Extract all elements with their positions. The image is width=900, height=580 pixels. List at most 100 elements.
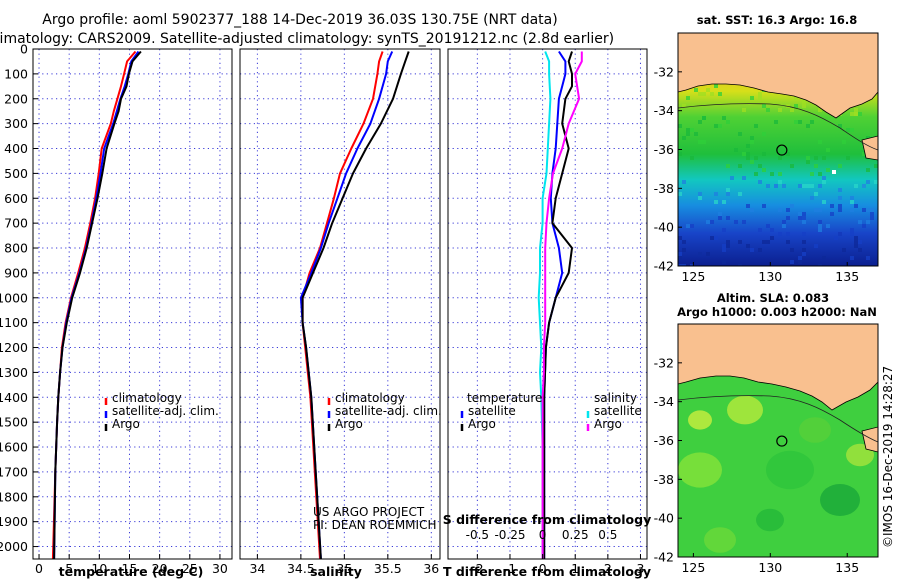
sla-anomalies [678, 395, 874, 553]
depth-tick-label: 1600 [0, 440, 28, 455]
sst-pixel [818, 140, 822, 144]
legend-t-argo-label: Argo [468, 417, 496, 431]
sst-pixel [830, 204, 834, 208]
salinity-frame [239, 48, 441, 560]
sst-pixel [690, 128, 694, 132]
sst-pixel [854, 184, 858, 188]
x-tick-label: 25 [182, 561, 198, 576]
sst-pixel [714, 124, 718, 128]
s-difference-label: S difference from climatology [443, 512, 652, 527]
sst-pixel [798, 216, 802, 220]
lat-tick-label: -38 [654, 181, 674, 196]
depth-tick-label: 1100 [0, 315, 28, 330]
sst-pixel [762, 240, 766, 244]
sst-pixel [874, 180, 878, 184]
sst-pixel [826, 168, 830, 172]
float-position-marker [776, 435, 788, 447]
sst-pixel [706, 88, 710, 92]
sst-pixel [846, 128, 850, 132]
sst-pixel [850, 232, 854, 236]
sst-pixel [838, 164, 842, 168]
sst-pixel [706, 220, 710, 224]
island-land [861, 426, 878, 453]
sst-pixel [718, 216, 722, 220]
series-line-argo [543, 51, 573, 559]
lon-tick-label: 135 [835, 560, 859, 575]
sst-map-title: sat. SST: 16.3 Argo: 16.8 [697, 13, 857, 27]
sst-pixel [858, 248, 862, 252]
sst-pixel [682, 104, 686, 108]
sst-pixel [686, 128, 690, 132]
sst-pixel [786, 152, 790, 156]
sst-pixel [742, 176, 746, 180]
sst-pixel [822, 200, 826, 204]
sst-pixel [758, 96, 762, 100]
legend-temperature-title: temperature [467, 391, 542, 405]
sst-pixel [726, 188, 730, 192]
sst-pixel [782, 220, 786, 224]
sst-pixel [806, 124, 810, 128]
s-tick-label: 0.25 [562, 528, 589, 542]
sst-pixel [790, 164, 794, 168]
sst-pixel [798, 256, 802, 260]
sst-pixel [810, 196, 814, 200]
x-tick-label: 10 [91, 561, 107, 576]
legend-s-satellite-label: satellite [594, 404, 642, 418]
missing-data-cell [832, 170, 836, 174]
sst-pixel [838, 204, 842, 208]
depth-tick-label: 600 [4, 191, 28, 206]
legend-argo-label: Argo [335, 417, 363, 431]
sst-lon-tick-labels: 125 130 135 [681, 262, 859, 284]
sst-pixel [866, 220, 870, 224]
series-line-argo [53, 50, 142, 560]
lat-tick-label: -40 [654, 220, 674, 235]
sst-pixel [866, 168, 870, 172]
sst-pixel [802, 248, 806, 252]
sst-pixel [774, 120, 778, 124]
sst-pixel [722, 200, 726, 204]
lat-tick-label: -32 [654, 64, 674, 79]
s-tick-label: 0.5 [598, 528, 617, 542]
sst-pixel [786, 232, 790, 236]
x-tick-label: 34 [249, 561, 265, 576]
sst-pixel [818, 228, 822, 232]
x-tick-label: 35 [336, 561, 352, 576]
sst-pixel [866, 180, 870, 184]
s-tick-label: -0.5 [466, 528, 489, 542]
depth-tick-label: 800 [4, 241, 28, 256]
sst-pixel [858, 220, 862, 224]
sst-pixel [734, 220, 738, 224]
sst-pixel [798, 212, 802, 216]
x-tick-label: 1 [571, 561, 579, 576]
t-difference-xlabel: T difference from climatology [443, 564, 651, 579]
difference-lines [537, 50, 583, 559]
x-tick-label: 3 [636, 561, 644, 576]
sst-pixel [850, 208, 854, 212]
sst-pixel [802, 104, 806, 108]
sst-pixel [754, 124, 758, 128]
sst-pixel [826, 224, 830, 228]
sst-pixel [682, 264, 686, 266]
lat-tick-label: -42 [654, 259, 674, 274]
salinity-tick-labels: 34 34.5 35 35.5 36 [249, 554, 439, 576]
lat-tick-label: -42 [654, 550, 674, 565]
sst-pixel [726, 240, 730, 244]
sst-pixel [722, 228, 726, 232]
sst-map: sat. SST: 16.3 Argo: 16.8 -32 -34 -36 -38 -4… [654, 13, 879, 284]
sst-pixel [850, 112, 854, 116]
sst-pixel [874, 164, 878, 168]
sst-pixel [782, 184, 786, 188]
difference-grid [448, 49, 647, 559]
sla-blob [678, 452, 722, 488]
sst-pixel [818, 220, 822, 224]
sla-map-subtitle: Argo h1000: 0.003 h2000: NaN [677, 305, 877, 319]
legend-argo-label: Argo [112, 417, 140, 431]
sst-pixel [766, 240, 770, 244]
sst-pixel [750, 136, 754, 140]
series-line-satelliteadjclim [53, 50, 140, 560]
sst-pixel [778, 180, 782, 184]
sla-map: Altim. SLA: 0.083 Argo h1000: 0.003 h200… [654, 291, 879, 575]
depth-tick-label: 1400 [0, 390, 28, 405]
sst-pixel [862, 152, 866, 156]
